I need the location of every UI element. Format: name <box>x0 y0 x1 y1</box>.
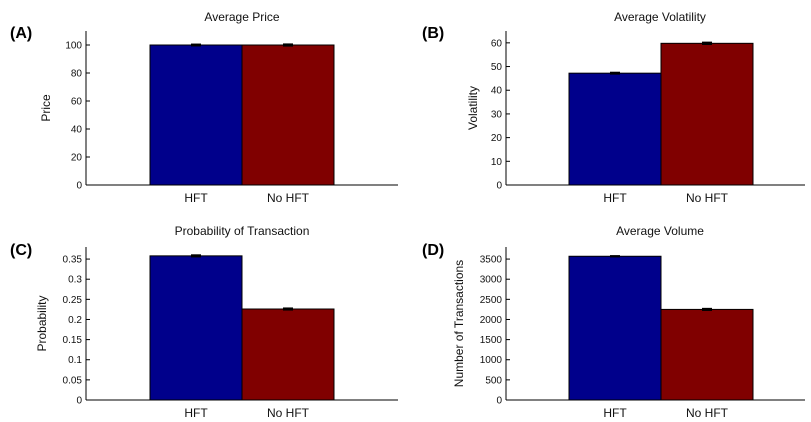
y-tick-label: 40 <box>71 125 83 136</box>
bar-hft <box>149 255 243 401</box>
y-axis-label: Number of Transactions <box>452 260 466 387</box>
panel-letter: (D) <box>422 242 444 259</box>
x-tick-label: HFT <box>603 191 627 205</box>
panel-b: (B) Average Volatility 0 10 20 30 40 50 60 HFT N… <box>422 10 805 205</box>
y-tick-label: 0 <box>496 181 502 192</box>
y-tick-label: 500 <box>485 375 502 386</box>
error-bar <box>610 255 620 258</box>
bar-no-hft <box>241 44 335 186</box>
y-axis-label: Probability <box>35 295 49 351</box>
y-tick-label: 0.15 <box>63 335 83 346</box>
y-tick-label: 0.35 <box>63 255 83 266</box>
y-tick-label: 0.3 <box>68 275 82 286</box>
y-tick-label: 0 <box>76 181 82 192</box>
bar-hft <box>568 72 662 186</box>
y-tick-label: 2000 <box>480 315 503 326</box>
y-tick-label: 3500 <box>480 255 503 266</box>
bar-hft <box>568 255 662 401</box>
y-tick-label: 0 <box>496 396 502 407</box>
x-tick-label: No HFT <box>686 406 729 420</box>
y-tick-label: 2500 <box>480 295 503 306</box>
y-axis-label: Volatility <box>466 86 480 130</box>
bar-no-hft <box>660 42 754 186</box>
y-tick-label: 0.25 <box>63 295 83 306</box>
x-tick-label: No HFT <box>686 191 729 205</box>
y-tick-label: 20 <box>71 153 83 164</box>
y-tick-label: 0.1 <box>68 355 82 366</box>
x-tick-label: No HFT <box>267 406 310 420</box>
error-bar <box>283 43 293 47</box>
panel-letter: (C) <box>10 242 32 259</box>
y-tick-label: 20 <box>491 133 503 144</box>
y-tick-label: 30 <box>491 109 503 120</box>
y-tick-label: 1000 <box>480 355 503 366</box>
panel-d: (D) Average Volume 0 500 1000 1500 2000 2500 3… <box>422 224 805 420</box>
chart-title: Average Volume <box>616 224 704 238</box>
y-tick-label: 10 <box>491 157 503 168</box>
error-bar <box>191 254 201 258</box>
chart-title: Average Volatility <box>614 10 706 24</box>
y-tick-label: 40 <box>491 86 503 97</box>
y-tick-label: 1500 <box>480 335 503 346</box>
x-tick-label: HFT <box>184 406 208 420</box>
error-bar <box>191 43 201 47</box>
y-tick-label: 0 <box>76 396 82 407</box>
y-tick-label: 80 <box>71 69 83 80</box>
x-tick-label: HFT <box>184 191 208 205</box>
x-tick-label: HFT <box>603 406 627 420</box>
y-tick-label: 3000 <box>480 275 503 286</box>
error-bar <box>702 41 712 46</box>
y-tick-label: 60 <box>71 97 83 108</box>
panel-a: (A) Average Price 0 20 40 60 80 100 HFT No HFT P… <box>10 10 398 205</box>
error-bar <box>283 307 293 311</box>
y-tick-label: 0.05 <box>63 375 83 386</box>
chart-title: Average Price <box>204 10 279 24</box>
bar-no-hft <box>660 308 754 401</box>
y-tick-label: 100 <box>65 41 82 52</box>
y-axis-label: Price <box>39 94 53 122</box>
y-tick-label: 60 <box>491 38 503 49</box>
chart-title: Probability of Transaction <box>175 224 310 238</box>
panel-letter: (A) <box>10 25 32 42</box>
panel-c: (C) Probability of Transaction 0 0.05 0.1 0… <box>10 224 398 420</box>
x-tick-label: No HFT <box>267 191 310 205</box>
y-tick-label: 0.2 <box>68 315 82 326</box>
y-tick-label: 50 <box>491 62 503 73</box>
error-bar <box>610 71 620 75</box>
bar-hft <box>149 44 243 186</box>
bar-no-hft <box>241 308 335 401</box>
error-bar <box>702 307 712 311</box>
panel-letter: (B) <box>422 25 444 42</box>
